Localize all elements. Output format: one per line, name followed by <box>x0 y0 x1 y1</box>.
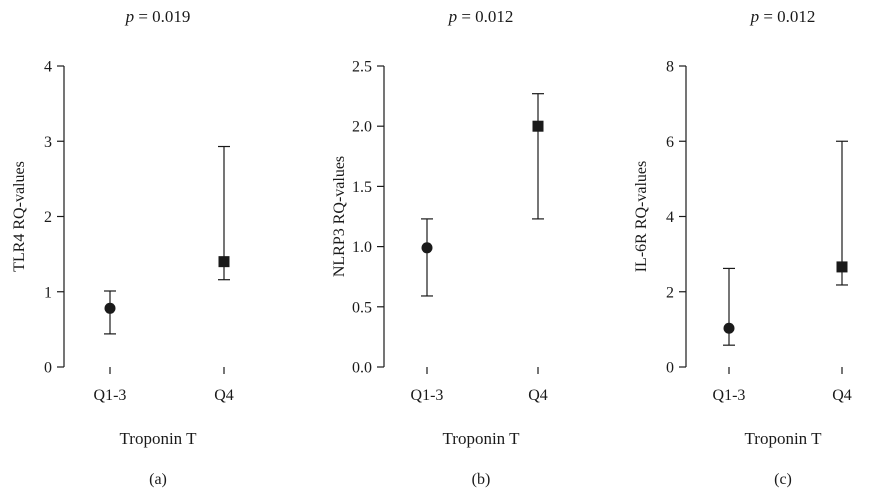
y-tick-label: 1.5 <box>352 179 372 196</box>
p-value-title: p = 0.012 <box>448 7 514 26</box>
p-value-title: p = 0.012 <box>750 7 816 26</box>
y-tick-label: 1 <box>44 284 52 301</box>
y-tick-label: 6 <box>666 134 674 151</box>
p-value: = 0.019 <box>134 7 190 26</box>
p-symbol: p <box>125 7 135 26</box>
chart-panel-2: p = 0.012 0.0 0.5 1.0 1.5 2.0 2.5 NLRP3 RQ-valu… <box>331 7 548 488</box>
y-tick-label: 8 <box>666 59 674 76</box>
y-tick-label: 4 <box>666 209 674 226</box>
x-category-label: Q4 <box>832 387 852 404</box>
data-point-Q1-3 <box>104 302 116 314</box>
y-tick-label: 3 <box>44 134 52 151</box>
p-value: = 0.012 <box>759 7 815 26</box>
x-axis-title: Troponin T <box>120 429 198 448</box>
x-category-label: Q1-3 <box>411 387 444 404</box>
panel-label: (c) <box>774 471 792 488</box>
y-tick-label: 0 <box>44 360 52 377</box>
y-tick-label: 1.0 <box>352 239 372 256</box>
panel-label: (a) <box>149 471 167 488</box>
y-tick-label: 4 <box>44 59 52 76</box>
data-point-Q4 <box>532 120 544 132</box>
x-axis-title: Troponin T <box>745 429 823 448</box>
p-value: = 0.012 <box>457 7 513 26</box>
y-tick-label: 2.5 <box>352 59 372 76</box>
y-tick-label: 0 <box>666 360 674 377</box>
y-tick-label: 0.5 <box>352 299 372 316</box>
data-point-Q1-3 <box>421 242 433 254</box>
y-tick-label: 2 <box>666 284 674 301</box>
x-axis-title: Troponin T <box>443 429 521 448</box>
p-value-title: p = 0.019 <box>125 7 191 26</box>
data-point-Q4 <box>218 256 230 268</box>
y-tick-label: 0.0 <box>352 360 372 377</box>
p-symbol: p <box>750 7 760 26</box>
x-category-label: Q4 <box>528 387 548 404</box>
y-axis-title: NLRP3 RQ-values <box>331 156 348 277</box>
x-category-label: Q1-3 <box>94 387 127 404</box>
panel-label: (b) <box>472 471 491 488</box>
y-tick-label: 2.0 <box>352 119 372 136</box>
x-category-label: Q1-3 <box>713 387 746 404</box>
p-symbol: p <box>448 7 458 26</box>
data-point-Q4 <box>836 261 848 273</box>
chart-panel-1: p = 0.019 0 1 2 3 4 TLR4 RQ-values Q1-3 Q4 Tropon… <box>11 7 234 488</box>
x-category-label: Q4 <box>214 387 234 404</box>
y-axis-title: TLR4 RQ-values <box>11 161 28 272</box>
chart-panel-3: p = 0.012 0 2 4 6 8 IL-6R RQ-values Q1-3 Q4 Tropo… <box>633 7 852 488</box>
y-axis-title: IL-6R RQ-values <box>633 161 650 273</box>
data-point-Q1-3 <box>723 322 735 334</box>
y-tick-label: 2 <box>44 209 52 226</box>
